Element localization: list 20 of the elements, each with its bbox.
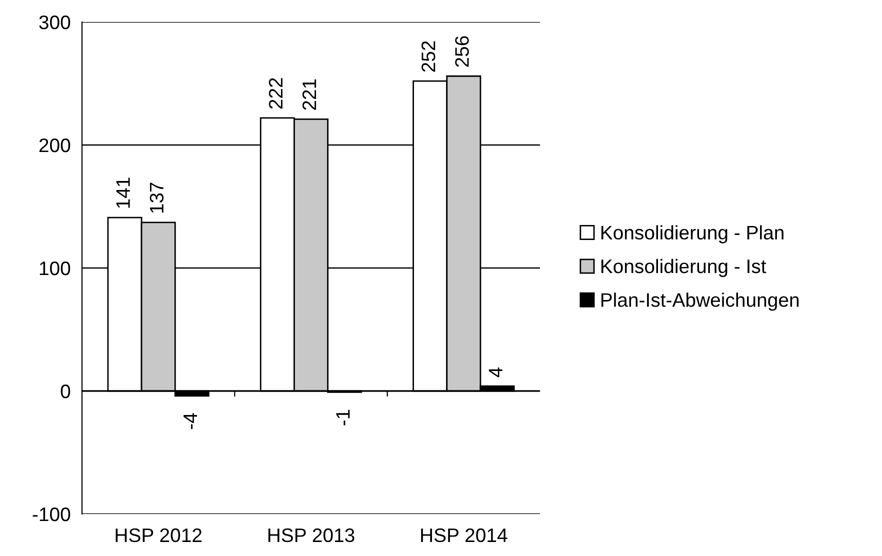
y-tick-label: 0	[60, 384, 70, 398]
legend-label: Konsolidierung - Plan	[601, 225, 784, 244]
x-tick-label: HSP 2012	[116, 528, 202, 542]
data-label: -1	[336, 410, 350, 426]
x-tick-label: HSP 2014	[421, 528, 508, 542]
data-label: -4	[184, 413, 197, 430]
legend-label: Plan-Ist-Abweichungen	[601, 292, 799, 311]
data-label: 256	[455, 36, 469, 67]
data-label: 141	[116, 178, 130, 208]
data-label: 221	[302, 79, 316, 110]
x-tick-label: HSP 2013	[268, 528, 354, 542]
data-label: 252	[422, 41, 436, 72]
y-tick-label: 200	[39, 138, 70, 152]
y-tick-label: 100	[40, 261, 70, 276]
data-label: 137	[150, 182, 164, 213]
data-label: 4	[488, 368, 502, 378]
legend-label: Konsolidierung - Ist	[601, 258, 766, 278]
data-label: 222	[268, 78, 282, 109]
y-tick-label: -100	[32, 507, 70, 522]
y-tick-label: 300	[39, 15, 70, 30]
